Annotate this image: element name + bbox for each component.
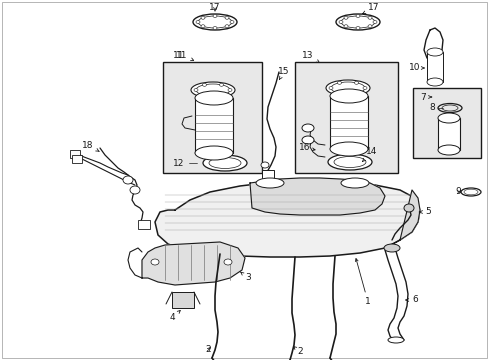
Ellipse shape	[338, 21, 342, 23]
Text: 7: 7	[419, 93, 431, 102]
Text: 2: 2	[205, 346, 210, 355]
Polygon shape	[249, 178, 384, 215]
Bar	[412, 88, 480, 158]
Ellipse shape	[403, 204, 413, 212]
Text: 11: 11	[173, 50, 184, 59]
Ellipse shape	[329, 89, 367, 103]
Text: 16: 16	[299, 144, 314, 153]
Ellipse shape	[203, 155, 246, 171]
Bar	[70, 150, 80, 158]
Ellipse shape	[191, 82, 235, 98]
Bar	[437, 118, 459, 150]
Bar	[262, 170, 273, 179]
Bar	[195, 98, 232, 153]
Ellipse shape	[224, 25, 228, 28]
Ellipse shape	[227, 89, 231, 91]
Ellipse shape	[201, 25, 204, 28]
Ellipse shape	[219, 94, 223, 97]
Ellipse shape	[130, 186, 140, 194]
Ellipse shape	[224, 16, 228, 19]
Ellipse shape	[354, 92, 358, 95]
Ellipse shape	[354, 81, 358, 84]
Ellipse shape	[195, 91, 232, 105]
Ellipse shape	[202, 94, 206, 97]
Bar	[294, 62, 397, 173]
Text: 13: 13	[302, 50, 319, 63]
Ellipse shape	[367, 16, 371, 19]
Text: 18: 18	[82, 140, 99, 151]
Ellipse shape	[426, 48, 442, 56]
Text: 1: 1	[355, 258, 370, 306]
Ellipse shape	[343, 16, 347, 19]
Ellipse shape	[337, 81, 341, 84]
Ellipse shape	[372, 21, 376, 23]
Ellipse shape	[355, 14, 359, 18]
Ellipse shape	[327, 154, 371, 170]
Ellipse shape	[355, 27, 359, 30]
Ellipse shape	[195, 146, 232, 160]
Ellipse shape	[224, 259, 231, 265]
Ellipse shape	[213, 27, 217, 30]
Text: 17: 17	[209, 4, 220, 13]
Ellipse shape	[151, 259, 159, 265]
Text: 11: 11	[176, 50, 193, 60]
Text: 17: 17	[362, 4, 379, 14]
Ellipse shape	[302, 124, 313, 132]
Ellipse shape	[329, 142, 367, 156]
Ellipse shape	[325, 80, 369, 96]
Text: 4: 4	[169, 310, 180, 323]
Text: 9: 9	[454, 188, 460, 197]
Ellipse shape	[256, 178, 284, 188]
Ellipse shape	[229, 21, 234, 23]
Polygon shape	[155, 182, 419, 257]
Ellipse shape	[383, 244, 399, 252]
Ellipse shape	[196, 21, 200, 23]
Ellipse shape	[387, 337, 403, 343]
Text: 2: 2	[293, 347, 302, 356]
Bar	[426, 52, 442, 82]
Ellipse shape	[123, 176, 133, 184]
Ellipse shape	[335, 14, 379, 30]
Text: 8: 8	[428, 104, 434, 112]
Ellipse shape	[437, 145, 459, 155]
Ellipse shape	[426, 78, 442, 86]
Ellipse shape	[328, 86, 332, 90]
Text: 14: 14	[362, 148, 377, 162]
Polygon shape	[142, 242, 244, 285]
Text: 10: 10	[408, 63, 423, 72]
Ellipse shape	[302, 136, 313, 144]
Ellipse shape	[202, 83, 206, 86]
Ellipse shape	[201, 16, 204, 19]
Ellipse shape	[362, 86, 366, 90]
Ellipse shape	[219, 83, 223, 86]
Ellipse shape	[343, 25, 347, 28]
Polygon shape	[384, 190, 419, 248]
Ellipse shape	[261, 162, 268, 168]
Text: 5: 5	[419, 207, 430, 216]
Bar	[138, 220, 150, 229]
Bar	[72, 155, 82, 163]
Ellipse shape	[437, 113, 459, 123]
Bar	[172, 292, 194, 308]
Ellipse shape	[194, 89, 198, 91]
Text: 3: 3	[240, 272, 250, 283]
Ellipse shape	[213, 14, 217, 18]
Bar	[163, 62, 262, 173]
Text: 6: 6	[405, 296, 417, 305]
Ellipse shape	[193, 14, 237, 30]
Ellipse shape	[367, 25, 371, 28]
Ellipse shape	[337, 92, 341, 95]
Text: 15: 15	[278, 68, 289, 80]
Bar	[329, 96, 367, 149]
Text: 12: 12	[173, 158, 184, 167]
Ellipse shape	[340, 178, 368, 188]
